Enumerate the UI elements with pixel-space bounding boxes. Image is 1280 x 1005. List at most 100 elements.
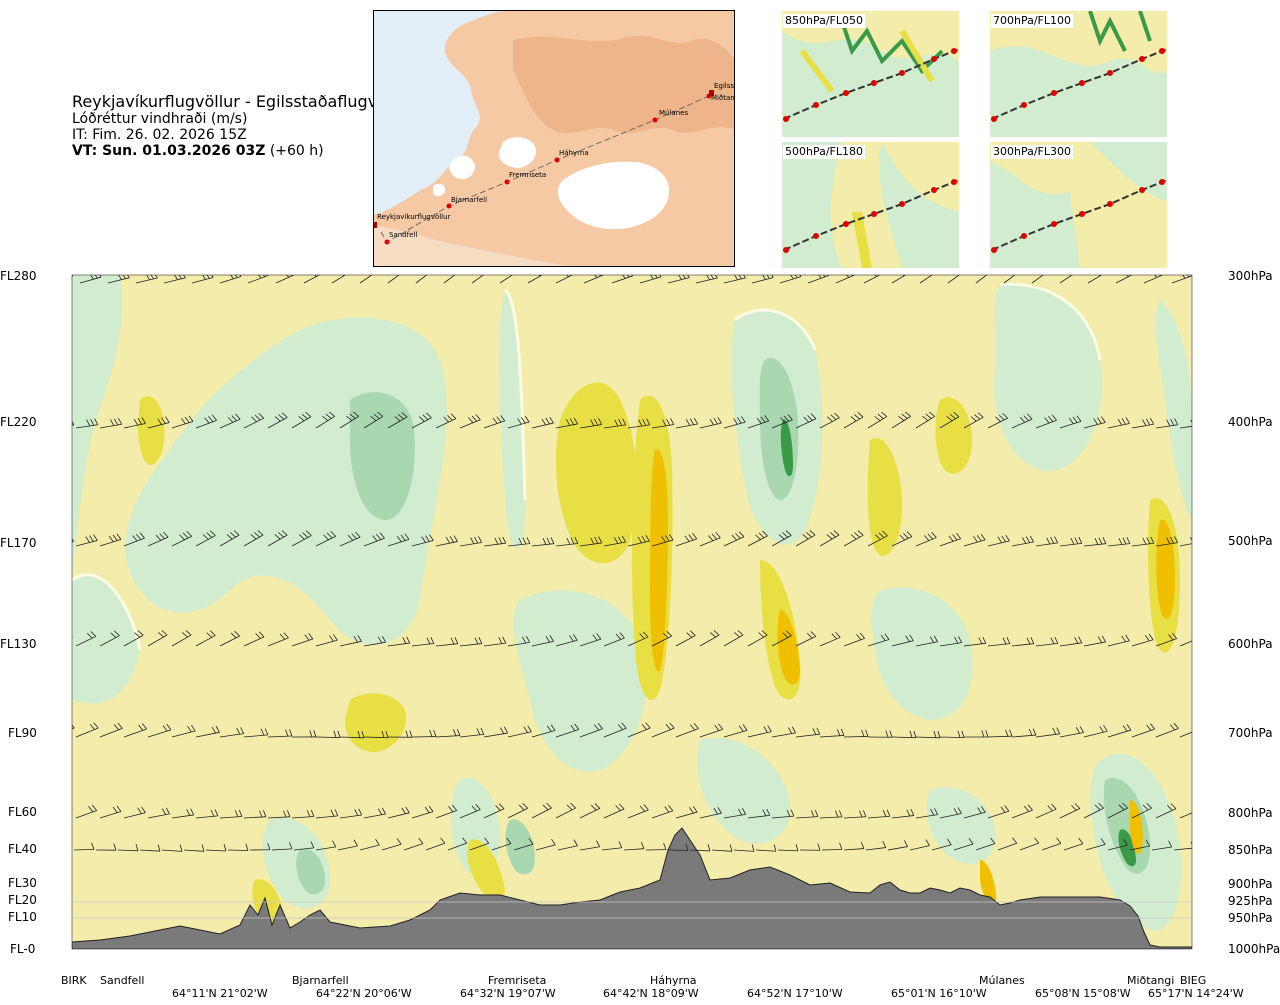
wind-barb-feather (406, 636, 411, 644)
wind-barb-feather (159, 533, 165, 540)
wind-barb-feather (906, 809, 911, 817)
wind-barb-feather (619, 803, 625, 810)
issue-time: IT: Fim. 26. 02. 2026 15Z (72, 127, 247, 143)
wind-barb-feather (314, 275, 317, 277)
wind-barb-feather (1145, 839, 1150, 847)
wind-barb-feather (706, 275, 710, 281)
wind-barb-feather (571, 268, 576, 273)
wind-barb-feather (517, 418, 522, 425)
wind-barb-feather (89, 723, 95, 730)
wind-barb-feather (977, 412, 984, 418)
wind-barb-feather (957, 807, 962, 814)
wind-barb (271, 848, 292, 851)
wind-barb-feather (710, 275, 714, 280)
wind-barb-feather (236, 727, 241, 735)
wind-barb-feather (250, 534, 257, 540)
wind-barb-feather (850, 416, 857, 422)
wind-barb (699, 812, 722, 819)
wind-barb-feather (1048, 415, 1054, 422)
wind-barb-feather (1074, 636, 1079, 644)
valid-time: VT: Sun. 01.03.2026 03Z (+60 h) (72, 143, 324, 159)
wind-barb-feather (400, 266, 406, 270)
wind-barb-feather (187, 725, 192, 733)
panel-850hpa-label: 850hPa/FL050 (783, 14, 866, 28)
wind-barb (919, 275, 933, 284)
wind-barb (795, 816, 818, 819)
wind-barb (675, 538, 697, 547)
wind-barb-feather (594, 418, 599, 426)
wind-barb-feather (1013, 268, 1019, 272)
wind-barb (75, 540, 98, 547)
wind-barb-feather (333, 730, 337, 738)
wind-barb-feather (1072, 416, 1078, 423)
wind-barb-feather (421, 271, 427, 275)
wind-barb (795, 418, 817, 429)
wind-barb-feather (318, 268, 323, 273)
wind-barb-feather (211, 275, 214, 278)
wind-barb-feather (1094, 804, 1101, 811)
wind-barb-feather (615, 805, 621, 811)
station-birk: BIRK (61, 974, 87, 987)
wind-barb (1011, 643, 1034, 647)
wind-barb-feather (981, 806, 986, 813)
wind-barb (75, 636, 96, 647)
wind-barb-feather (445, 536, 451, 544)
wind-barb (843, 416, 864, 429)
wind-barb (747, 814, 770, 819)
wind-barb-feather (622, 275, 626, 279)
wind-barb-feather (1126, 275, 1129, 277)
wind-barb-feather (884, 633, 890, 640)
wind-barb-feather (742, 808, 747, 815)
wind-barb-feather (1021, 537, 1027, 544)
wind-barb-feather (990, 837, 996, 844)
wind-barb-feather (202, 534, 209, 540)
wind-barb-feather (90, 275, 94, 280)
wind-barb (963, 416, 984, 429)
wind-barb (359, 844, 380, 851)
wind-barb (1083, 422, 1106, 429)
wind-barb-feather (1149, 417, 1155, 425)
wind-barb-feather (857, 530, 864, 536)
wind-barb (843, 534, 864, 547)
wind-barb-feather (1122, 537, 1127, 545)
wind-barb-feather (289, 729, 293, 737)
wind-barb-feather (526, 537, 531, 544)
wind-barb-feather (161, 417, 166, 424)
fl-label-280: FL280 (0, 269, 37, 283)
wind-barb (555, 639, 578, 647)
wind-barb-feather (496, 416, 502, 423)
wind-barb-feather (1146, 724, 1152, 731)
wind-barb-feather (1142, 537, 1147, 545)
hpa-label-600: 600hPa (1228, 637, 1273, 651)
wind-barb (387, 538, 410, 547)
wind-barb (1131, 807, 1152, 819)
wind-barb-feather (91, 842, 95, 850)
wind-barb (755, 849, 776, 852)
wind-barb-feather (717, 416, 722, 424)
wind-barb-feather (687, 275, 690, 278)
wind-barb (867, 416, 888, 429)
wind-barb-feather (381, 635, 387, 643)
wind-barb (627, 809, 649, 819)
wind-barb (1155, 638, 1177, 647)
wind-barb-feather (234, 810, 239, 817)
wind-barb-feather (985, 730, 989, 738)
wind-barb-feather (155, 534, 162, 541)
wind-barb-feather (234, 630, 240, 637)
wind-barb-feather (952, 534, 958, 541)
wind-barb (99, 728, 123, 738)
wind-barb-feather (322, 415, 329, 421)
wind-barb (291, 638, 313, 647)
wind-barb-feather (810, 413, 817, 420)
wind-barb (513, 843, 534, 851)
wind-barb-feather (982, 636, 987, 644)
wind-barb-feather (1023, 415, 1029, 422)
wind-barb (623, 848, 644, 851)
wind-barb-feather (161, 630, 168, 636)
wind-barb-feather (235, 413, 241, 420)
wind-barb (1059, 642, 1082, 647)
wind-barb-feather (839, 842, 843, 850)
wind-barb-feather (735, 533, 741, 539)
wind-barb (723, 421, 746, 429)
wind-barb (291, 535, 312, 547)
